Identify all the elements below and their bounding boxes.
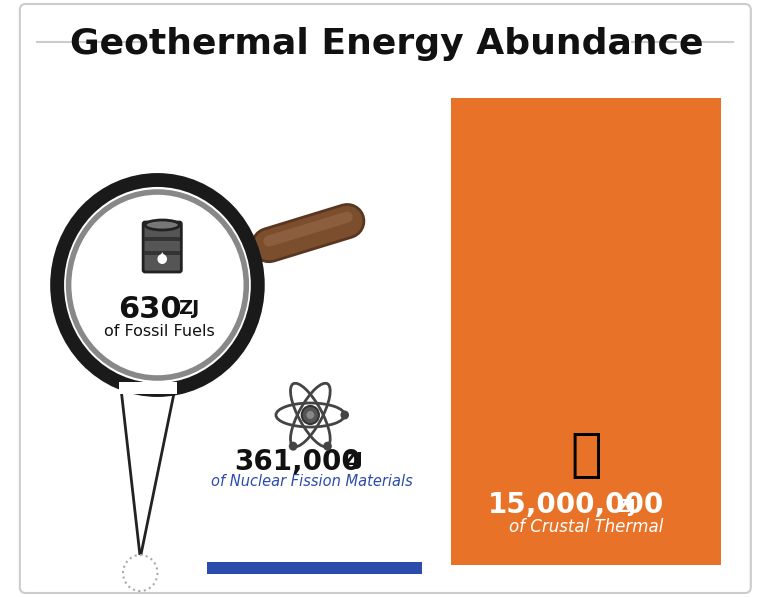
FancyBboxPatch shape	[20, 4, 751, 593]
Circle shape	[307, 411, 314, 419]
Bar	[451, 98, 721, 565]
Bar	[119, 382, 176, 394]
Circle shape	[301, 406, 319, 424]
Ellipse shape	[145, 220, 179, 230]
Polygon shape	[121, 390, 175, 558]
Bar	[207, 562, 422, 574]
Text: 🔥: 🔥	[570, 429, 602, 481]
Circle shape	[158, 254, 167, 264]
Text: 15,000,000: 15,000,000	[489, 491, 665, 519]
Circle shape	[340, 411, 349, 420]
Text: of Fossil Fuels: of Fossil Fuels	[104, 324, 215, 338]
Text: 361,000: 361,000	[234, 448, 361, 476]
Text: of Nuclear Fission Materials: of Nuclear Fission Materials	[211, 473, 413, 488]
Circle shape	[323, 442, 332, 451]
Circle shape	[289, 442, 298, 451]
Text: of Crustal Thermal: of Crustal Thermal	[509, 518, 663, 536]
Circle shape	[69, 192, 247, 378]
Circle shape	[123, 555, 158, 591]
Text: Geothermal Energy Abundance: Geothermal Energy Abundance	[70, 27, 703, 61]
Text: 630: 630	[118, 296, 182, 325]
FancyBboxPatch shape	[143, 222, 182, 272]
Circle shape	[57, 180, 257, 390]
Bar	[144, 251, 180, 255]
Polygon shape	[158, 252, 166, 260]
Bar	[144, 237, 180, 241]
Text: ZJ: ZJ	[343, 451, 363, 469]
Circle shape	[73, 196, 243, 374]
Text: ZJ: ZJ	[616, 498, 636, 516]
Text: ZJ: ZJ	[179, 298, 199, 318]
